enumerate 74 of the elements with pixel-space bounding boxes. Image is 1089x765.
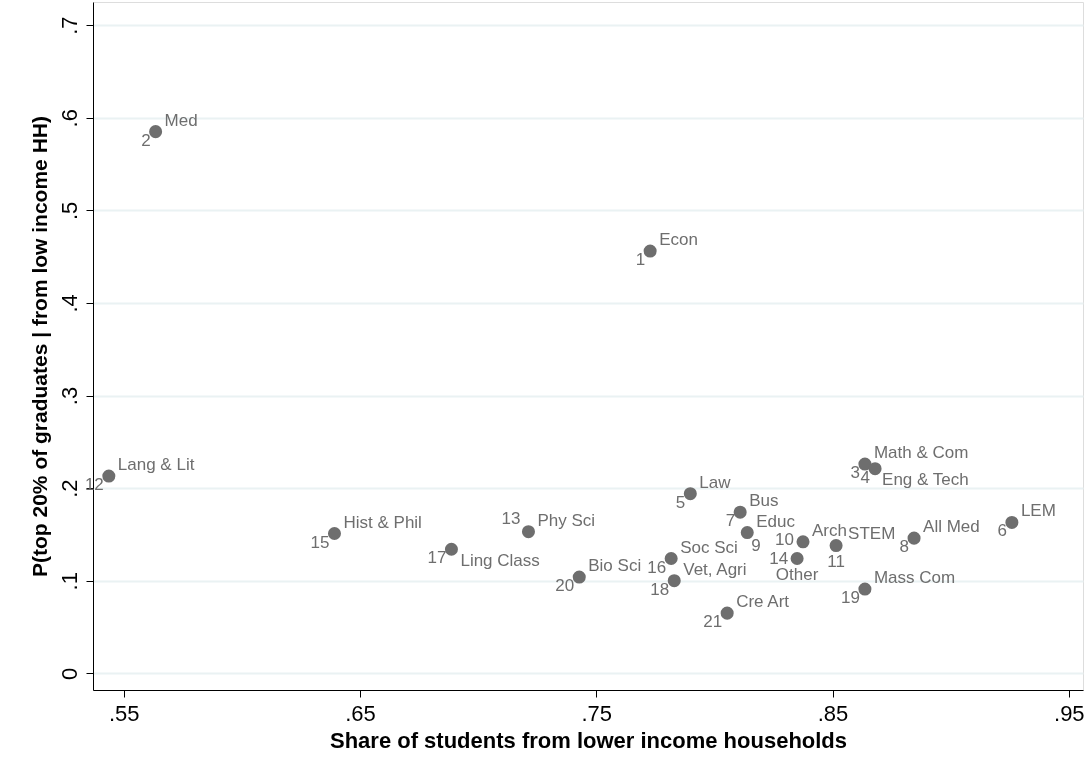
point — [796, 535, 810, 549]
point — [643, 244, 657, 258]
point — [907, 531, 921, 545]
data-label: Bus — [749, 491, 779, 511]
point — [327, 527, 341, 541]
point — [149, 125, 163, 139]
x-tick-label: .85 — [817, 700, 849, 726]
annotation: 21 — [703, 612, 723, 632]
y-tick-label: .7 — [56, 16, 82, 35]
data-label: All Med — [923, 517, 980, 537]
data-label: Eng & Tech — [882, 469, 969, 489]
point — [1005, 515, 1019, 529]
annotation: 13 — [501, 508, 521, 528]
point — [790, 552, 804, 566]
point — [444, 542, 458, 556]
data-label: Med — [164, 110, 198, 130]
annotation: 15 — [310, 532, 330, 552]
data-label: Econ — [659, 230, 698, 250]
annotation: 3 — [850, 463, 860, 483]
y-axis-title: P(top 20% of graduates | from low income HH) — [27, 116, 51, 577]
annotation: 7 — [725, 511, 736, 531]
point — [664, 552, 678, 566]
point — [102, 469, 116, 483]
point — [667, 574, 681, 588]
data-label: Vet, Agri — [683, 559, 747, 579]
annotation: 8 — [899, 537, 910, 557]
data-label: Bio Sci — [588, 556, 642, 576]
annotation: 18 — [650, 579, 670, 599]
annotation: 2 — [141, 130, 151, 150]
annotation: 5 — [675, 492, 686, 512]
x-tick-label: .55 — [108, 700, 140, 726]
data-label: LEM — [1020, 501, 1056, 521]
point — [683, 487, 697, 501]
annotation: 17 — [427, 548, 447, 568]
y-tick-label: .1 — [56, 572, 82, 591]
data-label: Ling Class — [460, 551, 540, 571]
point — [733, 505, 747, 519]
y-tick-label: .5 — [56, 201, 82, 221]
annotation: 6 — [997, 521, 1007, 541]
data-label: Phy Sci — [537, 510, 596, 530]
annotation: 9 — [751, 535, 761, 555]
y-tick-label: .3 — [56, 386, 82, 406]
point — [740, 526, 754, 540]
data-label: Soc Sci — [680, 537, 738, 557]
data-label: Law — [699, 472, 732, 492]
y-tick-label: .2 — [56, 479, 82, 498]
annotation: 20 — [555, 576, 575, 596]
data-label: Arch — [812, 520, 847, 540]
data-label: Mass Com — [873, 568, 956, 588]
point — [829, 539, 843, 553]
y-tick-label: .4 — [56, 294, 82, 313]
point — [521, 525, 535, 539]
point — [720, 606, 734, 620]
annotation: 16 — [647, 557, 667, 577]
annotation: 4 — [860, 467, 871, 487]
data-label: Cre Art — [736, 592, 790, 612]
data-label: Hist & Phil — [343, 512, 422, 532]
data-label: Math & Com — [873, 443, 969, 463]
point — [868, 462, 882, 476]
y-tick-label: 0 — [56, 667, 82, 680]
data-label: Lang & Lit — [117, 455, 195, 475]
point — [858, 582, 872, 596]
annotation: 1 — [635, 250, 646, 270]
y-tick-label: .6 — [56, 109, 82, 128]
x-tick-label: .65 — [345, 700, 376, 726]
data-label: STEM — [848, 523, 896, 543]
x-tick-label: .75 — [581, 700, 613, 726]
x-tick-label: .95 — [1054, 700, 1085, 726]
annotation: 11 — [827, 551, 845, 571]
annotation: 19 — [840, 588, 860, 608]
x-axis-title: Share of students from lower income households — [329, 727, 848, 753]
point — [572, 570, 586, 584]
annotation: 10 — [775, 529, 795, 549]
data-label: Educ — [756, 511, 796, 531]
